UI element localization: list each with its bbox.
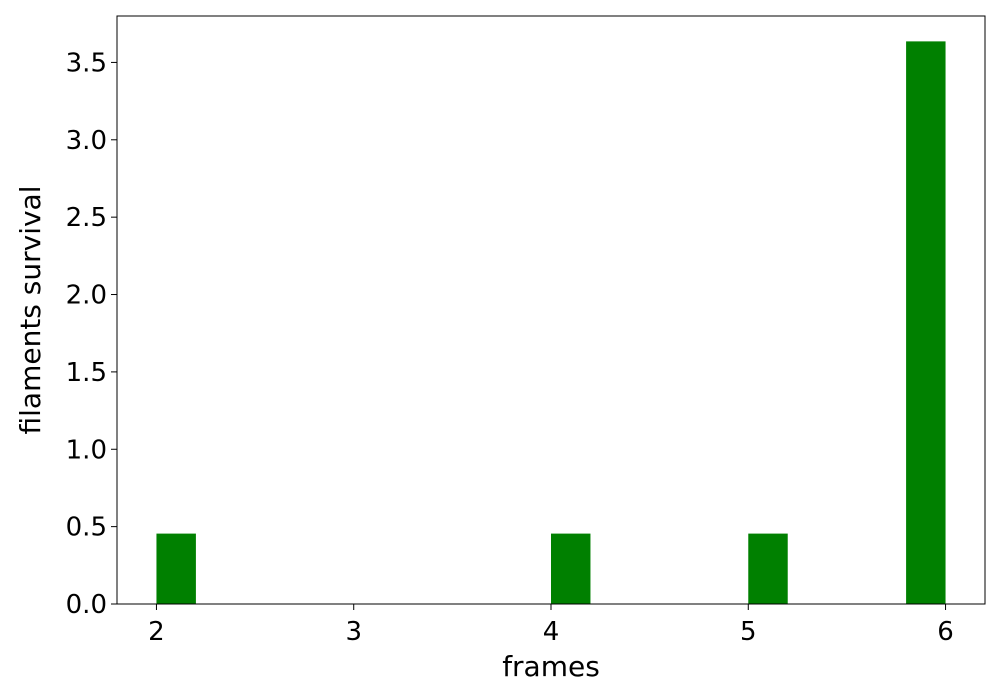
y-axis-label: filaments survival [14,186,47,435]
y-axis-ticks: 0.0 0.5 1.0 1.5 2.0 2.5 3.0 3.5 [66,48,117,620]
y-tick-label: 2.5 [66,203,107,233]
y-tick-label: 3.5 [66,48,107,78]
y-tick-label: 0.0 [66,590,107,620]
histogram-bar-2 [748,533,788,604]
y-tick-label: 1.5 [66,358,107,388]
bars-layer [156,41,946,605]
histogram-bar-3 [906,41,946,605]
x-tick-label: 2 [148,617,165,647]
x-tick-label: 3 [345,617,362,647]
x-tick-label: 5 [740,617,757,647]
x-tick-label: 6 [937,617,954,647]
x-axis-ticks: 2 3 4 5 6 [148,604,954,647]
histogram-bar-0 [156,533,196,604]
plot-frame [116,15,986,605]
histogram-bar-1 [551,533,591,604]
x-axis-label: frames [502,650,600,683]
y-tick-label: 1.0 [66,435,107,465]
y-tick-label: 0.5 [66,513,107,543]
y-tick-label: 2.0 [66,281,107,311]
x-tick-label: 4 [543,617,560,647]
y-tick-label: 3.0 [66,126,107,156]
